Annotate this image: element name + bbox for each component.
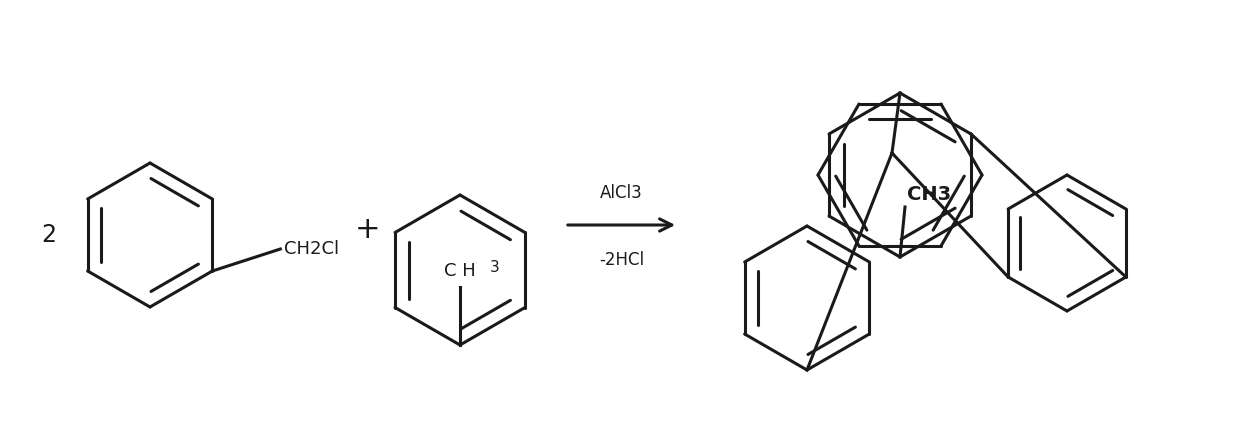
Text: -2HCl: -2HCl	[599, 251, 644, 269]
Text: C H: C H	[444, 262, 476, 280]
Text: AlCl3: AlCl3	[600, 184, 642, 202]
Text: 2: 2	[41, 223, 56, 247]
Text: +: +	[355, 215, 381, 244]
Text: 3: 3	[490, 259, 500, 275]
Text: CH2Cl: CH2Cl	[284, 240, 340, 258]
Text: CH3: CH3	[906, 186, 951, 205]
